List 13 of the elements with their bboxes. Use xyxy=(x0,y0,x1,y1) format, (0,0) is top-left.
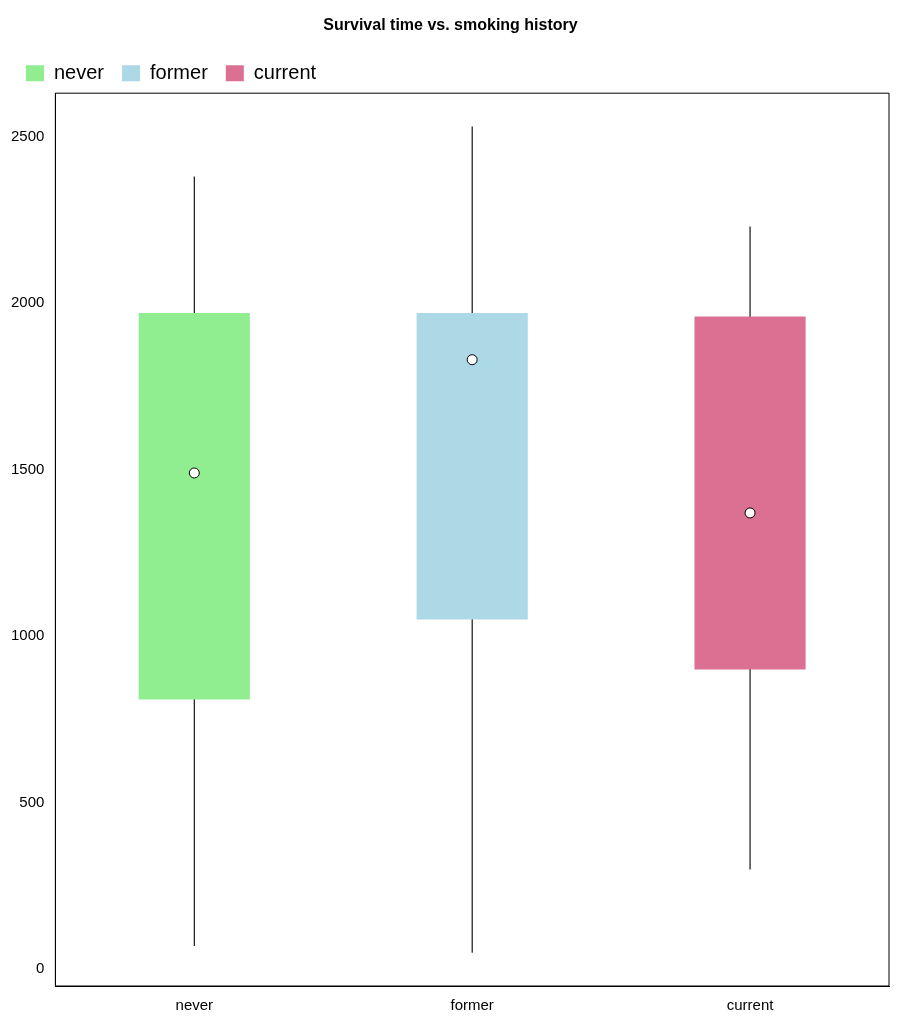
chart-title: Survival time vs. smoking history xyxy=(323,16,578,34)
x-tick-label: never xyxy=(175,996,214,1014)
y-tick-label: 2000 xyxy=(10,293,45,311)
legend-label: current xyxy=(253,60,317,83)
y-tick-label: 2500 xyxy=(10,126,45,144)
legend-label: never xyxy=(54,60,105,83)
x-tick-label: former xyxy=(450,996,494,1014)
y-tick-label: 1000 xyxy=(10,626,45,644)
y-tick-label: 1500 xyxy=(10,459,45,477)
y-tick-label: 500 xyxy=(19,792,45,810)
legend-label: former xyxy=(150,60,209,83)
x-tick-label: current xyxy=(726,996,775,1014)
y-tick-label: 0 xyxy=(36,959,45,977)
